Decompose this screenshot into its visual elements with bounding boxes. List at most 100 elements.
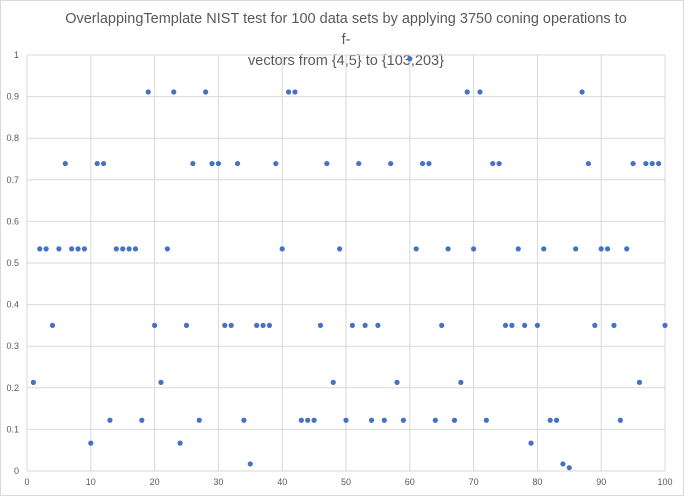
data-point xyxy=(656,160,662,167)
data-point xyxy=(471,246,477,252)
data-point xyxy=(215,160,221,167)
x-tick-label: 90 xyxy=(596,477,606,487)
y-tick-label: 0.7 xyxy=(6,175,19,185)
data-point xyxy=(394,379,400,385)
data-point xyxy=(585,160,592,167)
data-point xyxy=(579,89,585,95)
data-point xyxy=(547,417,553,423)
data-point xyxy=(132,246,139,252)
data-point xyxy=(624,246,630,252)
data-point xyxy=(56,246,62,252)
data-point xyxy=(279,246,285,252)
data-point xyxy=(515,246,521,252)
chart-title-line-1: OverlappingTemplate NIST test for 100 da… xyxy=(65,11,627,48)
data-point xyxy=(356,160,362,167)
data-point xyxy=(100,160,107,167)
data-point xyxy=(643,160,649,167)
y-tick-label: 0.6 xyxy=(6,216,19,226)
data-point xyxy=(107,417,113,423)
data-point xyxy=(662,322,668,328)
x-tick-label: 20 xyxy=(150,477,160,487)
data-point xyxy=(113,246,119,252)
data-points xyxy=(30,56,668,471)
data-point xyxy=(458,379,464,385)
y-tick-label: 0.2 xyxy=(6,383,19,393)
data-point xyxy=(573,246,579,252)
data-point xyxy=(560,461,566,467)
data-point xyxy=(139,417,145,423)
data-point xyxy=(426,160,432,167)
data-point xyxy=(177,440,183,446)
y-tick-label: 0.4 xyxy=(6,300,19,310)
y-tick-label: 0.1 xyxy=(6,424,19,434)
x-tick-label: 10 xyxy=(86,477,96,487)
data-point xyxy=(241,417,247,423)
data-point xyxy=(598,246,604,252)
data-point xyxy=(381,417,387,423)
data-point xyxy=(152,322,158,328)
data-point xyxy=(196,417,202,423)
data-point xyxy=(636,379,643,385)
data-point xyxy=(343,417,349,423)
data-point xyxy=(413,246,419,252)
data-point xyxy=(145,89,151,95)
data-point xyxy=(49,322,56,328)
data-point xyxy=(388,160,394,167)
data-point xyxy=(317,322,324,328)
y-tick-label: 0.5 xyxy=(6,258,19,268)
data-point xyxy=(266,322,273,328)
x-tick-label: 100 xyxy=(657,477,672,487)
x-tick-label: 60 xyxy=(405,477,415,487)
data-point xyxy=(190,160,196,167)
data-point xyxy=(94,160,100,167)
x-tick-label: 40 xyxy=(277,477,287,487)
data-point xyxy=(164,246,170,252)
data-point xyxy=(496,160,502,167)
data-point xyxy=(604,246,611,252)
data-point xyxy=(30,379,36,385)
data-point xyxy=(337,246,343,252)
data-point xyxy=(611,322,617,328)
data-point xyxy=(273,160,279,167)
x-tick-label: 70 xyxy=(469,477,479,487)
data-point xyxy=(81,246,88,252)
data-point xyxy=(349,322,355,328)
data-point xyxy=(534,322,541,328)
data-point xyxy=(617,417,623,423)
y-tick-label: 0.9 xyxy=(6,92,19,102)
data-point xyxy=(362,322,368,328)
data-point xyxy=(247,461,253,467)
data-point xyxy=(502,322,509,328)
data-point xyxy=(292,89,298,95)
x-axis-tick-labels: 0 10 20 30 40 50 60 70 80 90 100 xyxy=(24,477,672,487)
data-point xyxy=(400,417,407,423)
x-tick-label: 30 xyxy=(213,477,223,487)
data-point xyxy=(43,246,49,252)
data-point xyxy=(330,379,336,385)
y-axis-tick-labels: 0 0.1 0.2 0.3 0.4 0.5 0.6 0.7 0.8 0.9 1 xyxy=(6,50,19,476)
data-point xyxy=(37,246,43,252)
data-point xyxy=(630,160,636,167)
data-point xyxy=(439,322,445,328)
data-point xyxy=(451,417,458,423)
data-point xyxy=(375,322,381,328)
data-point xyxy=(649,160,655,167)
data-point xyxy=(509,322,515,328)
data-point xyxy=(311,417,317,423)
data-point xyxy=(477,89,483,95)
data-point xyxy=(222,322,228,328)
data-point xyxy=(566,465,572,471)
data-point xyxy=(254,322,260,328)
data-point xyxy=(260,322,266,328)
data-point xyxy=(171,89,177,95)
data-point xyxy=(158,379,164,385)
data-point xyxy=(126,246,132,252)
data-point xyxy=(464,89,470,95)
data-point xyxy=(209,160,215,167)
gridlines xyxy=(26,54,666,472)
data-point xyxy=(88,440,94,446)
data-point xyxy=(285,89,292,95)
data-point xyxy=(445,246,451,252)
data-point xyxy=(419,160,426,167)
